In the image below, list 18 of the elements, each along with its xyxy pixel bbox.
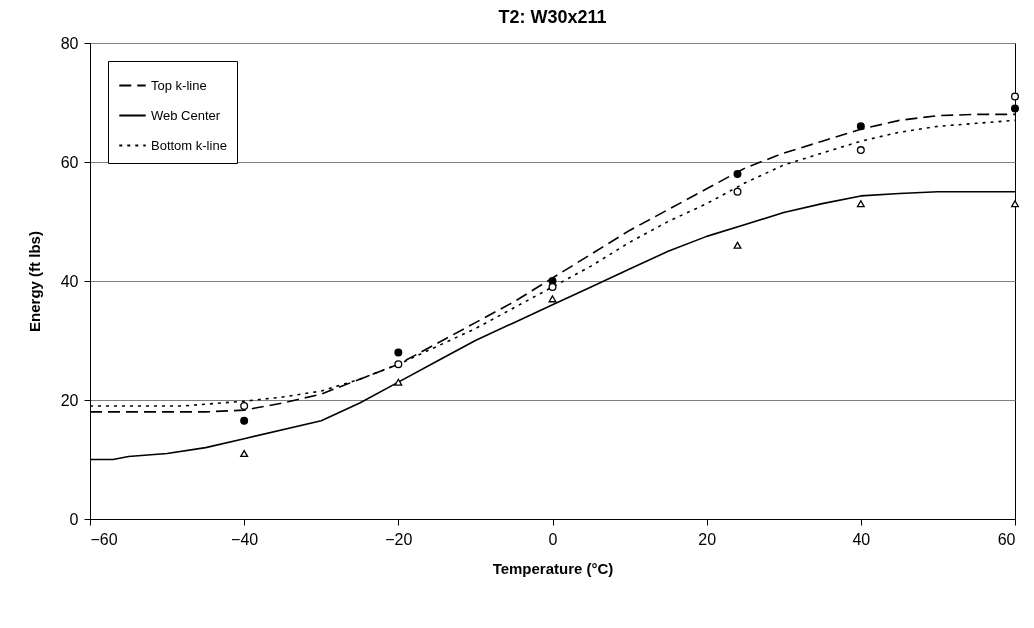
legend-label: Bottom k-line [151,137,227,153]
y-tick-label: 20 [60,391,79,409]
y-tick-label: 80 [60,34,79,52]
y-tick-label: 40 [60,272,79,290]
y-tick-label: 60 [60,153,79,171]
y-axis-title: Energy (ft lbs) [25,231,43,332]
y-tick-label: 0 [69,510,79,528]
legend-label: Top k-line [151,77,207,93]
x-tick-label: −60 [90,530,118,548]
x-axis-title: Temperature (°C) [492,559,614,577]
legend-label: Web Center [151,107,221,123]
x-tick-label: −40 [231,530,259,548]
x-tick-label: 0 [548,530,558,548]
x-tick-label: 20 [698,530,717,548]
x-tick-label: 60 [997,530,1016,548]
x-tick-label: −20 [385,530,413,548]
x-tick-label: 40 [852,530,871,548]
chart-title: T2: W30x211 [498,7,607,27]
